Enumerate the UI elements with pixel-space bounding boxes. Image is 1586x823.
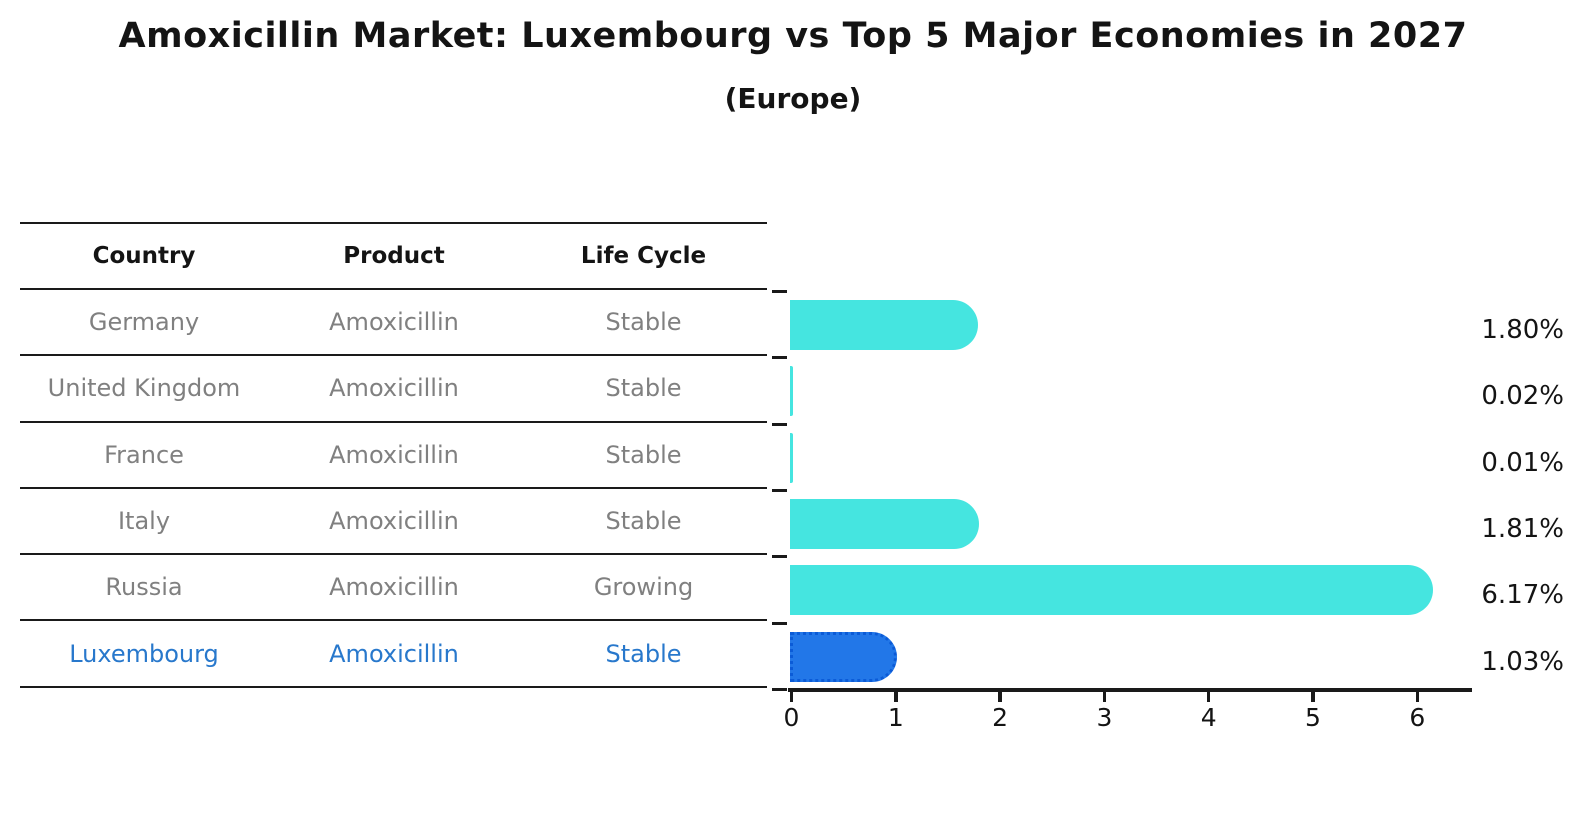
table-body: Germany Amoxicillin Stable United Kingdom Am…	[20, 290, 767, 688]
value-label: 1.03%	[1481, 646, 1564, 677]
table-cell-product: Amoxicillin	[329, 573, 459, 602]
x-axis-tick	[1206, 692, 1211, 702]
table-cell-country: France	[104, 440, 184, 469]
column-header-lifecycle: Life Cycle	[580, 243, 707, 269]
table-cell-product: Amoxicillin	[329, 507, 459, 536]
y-axis-tick	[772, 687, 787, 691]
column-header-product: Product	[343, 243, 445, 269]
table-cell-product: Amoxicillin	[329, 639, 459, 668]
y-axis-tick	[772, 621, 787, 625]
x-axis-tick	[1102, 692, 1107, 702]
y-axis-tick	[772, 422, 787, 426]
chart-title: Amoxicillin Market: Luxembourg vs Top 5 …	[118, 16, 1468, 56]
value-label: 0.02%	[1481, 381, 1564, 412]
table-row: Luxembourg Amoxicillin Stable	[20, 621, 767, 688]
table-cell-life_cycle: Stable	[605, 374, 682, 403]
table-cell-country: Germany	[88, 308, 200, 337]
x-axis-tick-label: 2	[992, 703, 1009, 732]
table-header-row: Country Product Life Cycle	[20, 222, 767, 290]
table-cell-life_cycle: Stable	[605, 639, 682, 668]
y-axis-tick	[772, 488, 787, 492]
table-cell-life_cycle: Stable	[605, 308, 682, 337]
table-row: Germany Amoxicillin Stable	[20, 290, 767, 357]
bar-germany	[790, 300, 978, 350]
table-cell-country: Luxembourg	[69, 639, 219, 668]
bar-united-kingdom	[790, 366, 793, 417]
table-cell-life_cycle: Growing	[593, 573, 694, 602]
bar-france	[790, 432, 793, 483]
y-axis-tick	[772, 555, 787, 559]
table-cell-country: Russia	[105, 573, 183, 602]
x-axis-tick-label: 3	[1096, 703, 1113, 732]
table-cell-life_cycle: Stable	[605, 507, 682, 536]
x-axis-tick	[1311, 692, 1315, 702]
y-axis-tick	[772, 290, 787, 293]
table-cell-life_cycle: Stable	[605, 440, 682, 469]
table-cell-product: Amoxicillin	[329, 308, 459, 337]
value-label: 6.17%	[1481, 580, 1564, 611]
x-axis-tick	[1415, 692, 1420, 702]
x-axis-tick-label: 6	[1409, 703, 1426, 732]
table-row: Italy Amoxicillin Stable	[20, 489, 767, 556]
value-label: 1.80%	[1481, 315, 1564, 345]
chart-subtitle: (Europe)	[724, 82, 862, 115]
x-axis-tick	[894, 692, 898, 702]
table-cell-product: Amoxicillin	[329, 440, 459, 469]
table-row: Russia Amoxicillin Growing	[20, 555, 767, 622]
x-axis-tick	[998, 692, 1002, 702]
x-axis-tick-label: 5	[1305, 703, 1321, 732]
bar-highlight-luxembourg	[790, 631, 897, 682]
table-cell-product: Amoxicillin	[329, 374, 459, 403]
table-row: United Kingdom Amoxicillin Stable	[20, 356, 767, 423]
bar-russia	[790, 565, 1433, 616]
y-axis-tick	[772, 356, 787, 360]
value-label: 1.81%	[1481, 513, 1564, 544]
table-cell-country: Italy	[117, 507, 171, 536]
x-axis-tick	[789, 692, 794, 702]
x-axis-line	[788, 688, 1472, 692]
value-label: 0.01%	[1481, 447, 1564, 478]
table-cell-country: United Kingdom	[47, 374, 241, 403]
x-axis-tick-label: 4	[1200, 703, 1217, 732]
country-table: Country Product Life Cycle Germany Amoxic…	[20, 222, 767, 688]
column-header-country: Country	[92, 243, 196, 269]
x-axis-tick-label: 1	[887, 703, 904, 732]
bar-italy	[790, 498, 979, 549]
table-row: France Amoxicillin Stable	[20, 423, 767, 489]
x-axis-tick-label: 0	[783, 703, 800, 732]
